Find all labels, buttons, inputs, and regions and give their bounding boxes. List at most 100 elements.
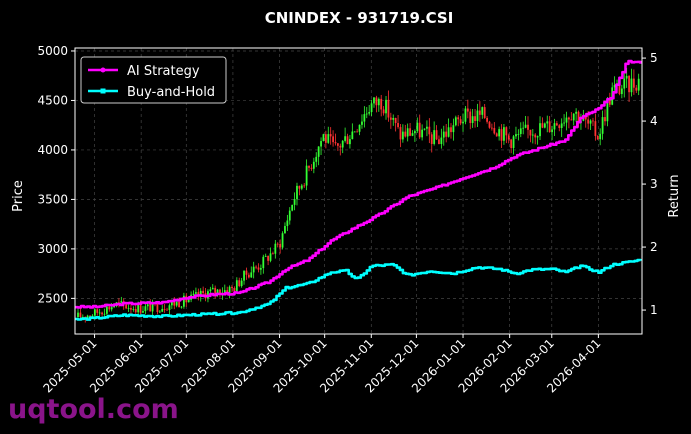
candle-body (476, 110, 479, 121)
candle-body (587, 119, 590, 124)
candle-body (454, 117, 457, 126)
candle-body (324, 134, 327, 143)
candle-body (418, 122, 421, 138)
candle-body (570, 119, 573, 121)
candle-body (130, 307, 132, 310)
candle-body (447, 127, 450, 137)
candle-body (503, 127, 505, 141)
candle-body (512, 136, 515, 148)
candle-body (351, 131, 354, 140)
candle-body (267, 255, 270, 261)
candle-body (380, 98, 383, 110)
candle-body (288, 210, 291, 221)
candle-body (515, 134, 517, 137)
legend-marker-buy-and-hold (100, 88, 106, 94)
candle-body (238, 280, 241, 287)
candle-body (272, 253, 274, 255)
candle-body (315, 156, 318, 162)
candle-body (370, 103, 373, 113)
candle-body (438, 139, 440, 145)
y-axis-left: 2500 3000 3500 4000 4500 5000 (37, 44, 75, 305)
candle-body (336, 143, 339, 146)
candle-body (558, 125, 561, 128)
candle-body (382, 109, 385, 114)
candle-body (243, 270, 245, 281)
candle-body (604, 117, 606, 122)
candle-body (310, 167, 313, 169)
candle-body (471, 116, 474, 124)
candle-body (413, 131, 416, 134)
candle-body (349, 139, 351, 145)
candle-body (344, 136, 347, 141)
candle-body (589, 120, 592, 124)
candle-body (134, 309, 137, 313)
candle-body (421, 129, 424, 138)
candle-body (346, 136, 349, 145)
candle-body (498, 129, 501, 137)
candle-body (361, 121, 363, 125)
candle-body (495, 133, 498, 137)
candle-body (430, 134, 433, 144)
candle-body (442, 131, 445, 138)
candle-body (98, 312, 101, 314)
candle-body (199, 290, 202, 297)
candle-body (180, 306, 183, 308)
candle-body (481, 107, 484, 115)
candle-body (401, 131, 404, 140)
candle-body (529, 129, 532, 136)
y-tick-label-left: 4000 (37, 143, 68, 157)
candle-body (298, 185, 301, 189)
candle-body (601, 117, 604, 134)
candle-body (404, 131, 407, 137)
candle-body (156, 303, 159, 312)
candle-body (103, 313, 106, 315)
candle-body (546, 121, 549, 124)
candle-body (488, 121, 491, 128)
candle-body (151, 302, 154, 312)
candle-body (269, 253, 272, 261)
candle-body (257, 267, 260, 270)
candle-body (486, 117, 488, 122)
candle-body (531, 134, 534, 136)
candle-body (305, 165, 308, 186)
candle-body (86, 315, 89, 318)
candle-body (553, 123, 556, 130)
legend: AI Strategy Buy-and-Hold (80, 56, 227, 104)
candle-body (560, 123, 563, 128)
candle-body (108, 306, 111, 310)
y-axis-right: 1 2 3 4 5 (642, 51, 658, 317)
candle-body (105, 306, 108, 314)
candle-body (568, 117, 570, 120)
candle-body (137, 304, 140, 313)
candle-body (166, 309, 168, 311)
candle-body (377, 98, 380, 106)
candle-body (142, 311, 144, 313)
candle-body (245, 270, 248, 275)
candle-body (385, 99, 387, 114)
candle-body (96, 309, 99, 313)
candle-body (606, 100, 609, 122)
y-tick-label-left: 3000 (37, 242, 68, 256)
candle-body (416, 122, 419, 132)
candle-body (517, 133, 520, 135)
candle-body (358, 124, 361, 132)
candles (77, 67, 640, 323)
legend-label-buy-and-hold: Buy-and-Hold (127, 85, 215, 100)
candle-body (464, 108, 467, 122)
y-axis-label-left: Price (11, 180, 26, 212)
candle-body (281, 233, 284, 248)
candle-body (233, 288, 236, 292)
candle-body (435, 130, 438, 140)
candle-body (211, 287, 214, 290)
candle-body (548, 121, 551, 133)
candle-body (293, 199, 296, 205)
candle-body (192, 293, 195, 295)
candle-body (312, 161, 315, 169)
candle-body (286, 220, 289, 227)
candle-body (527, 124, 529, 130)
candle-body (428, 126, 431, 135)
candle-body (618, 83, 621, 95)
candle-body (353, 131, 356, 133)
candle-body (459, 119, 462, 124)
